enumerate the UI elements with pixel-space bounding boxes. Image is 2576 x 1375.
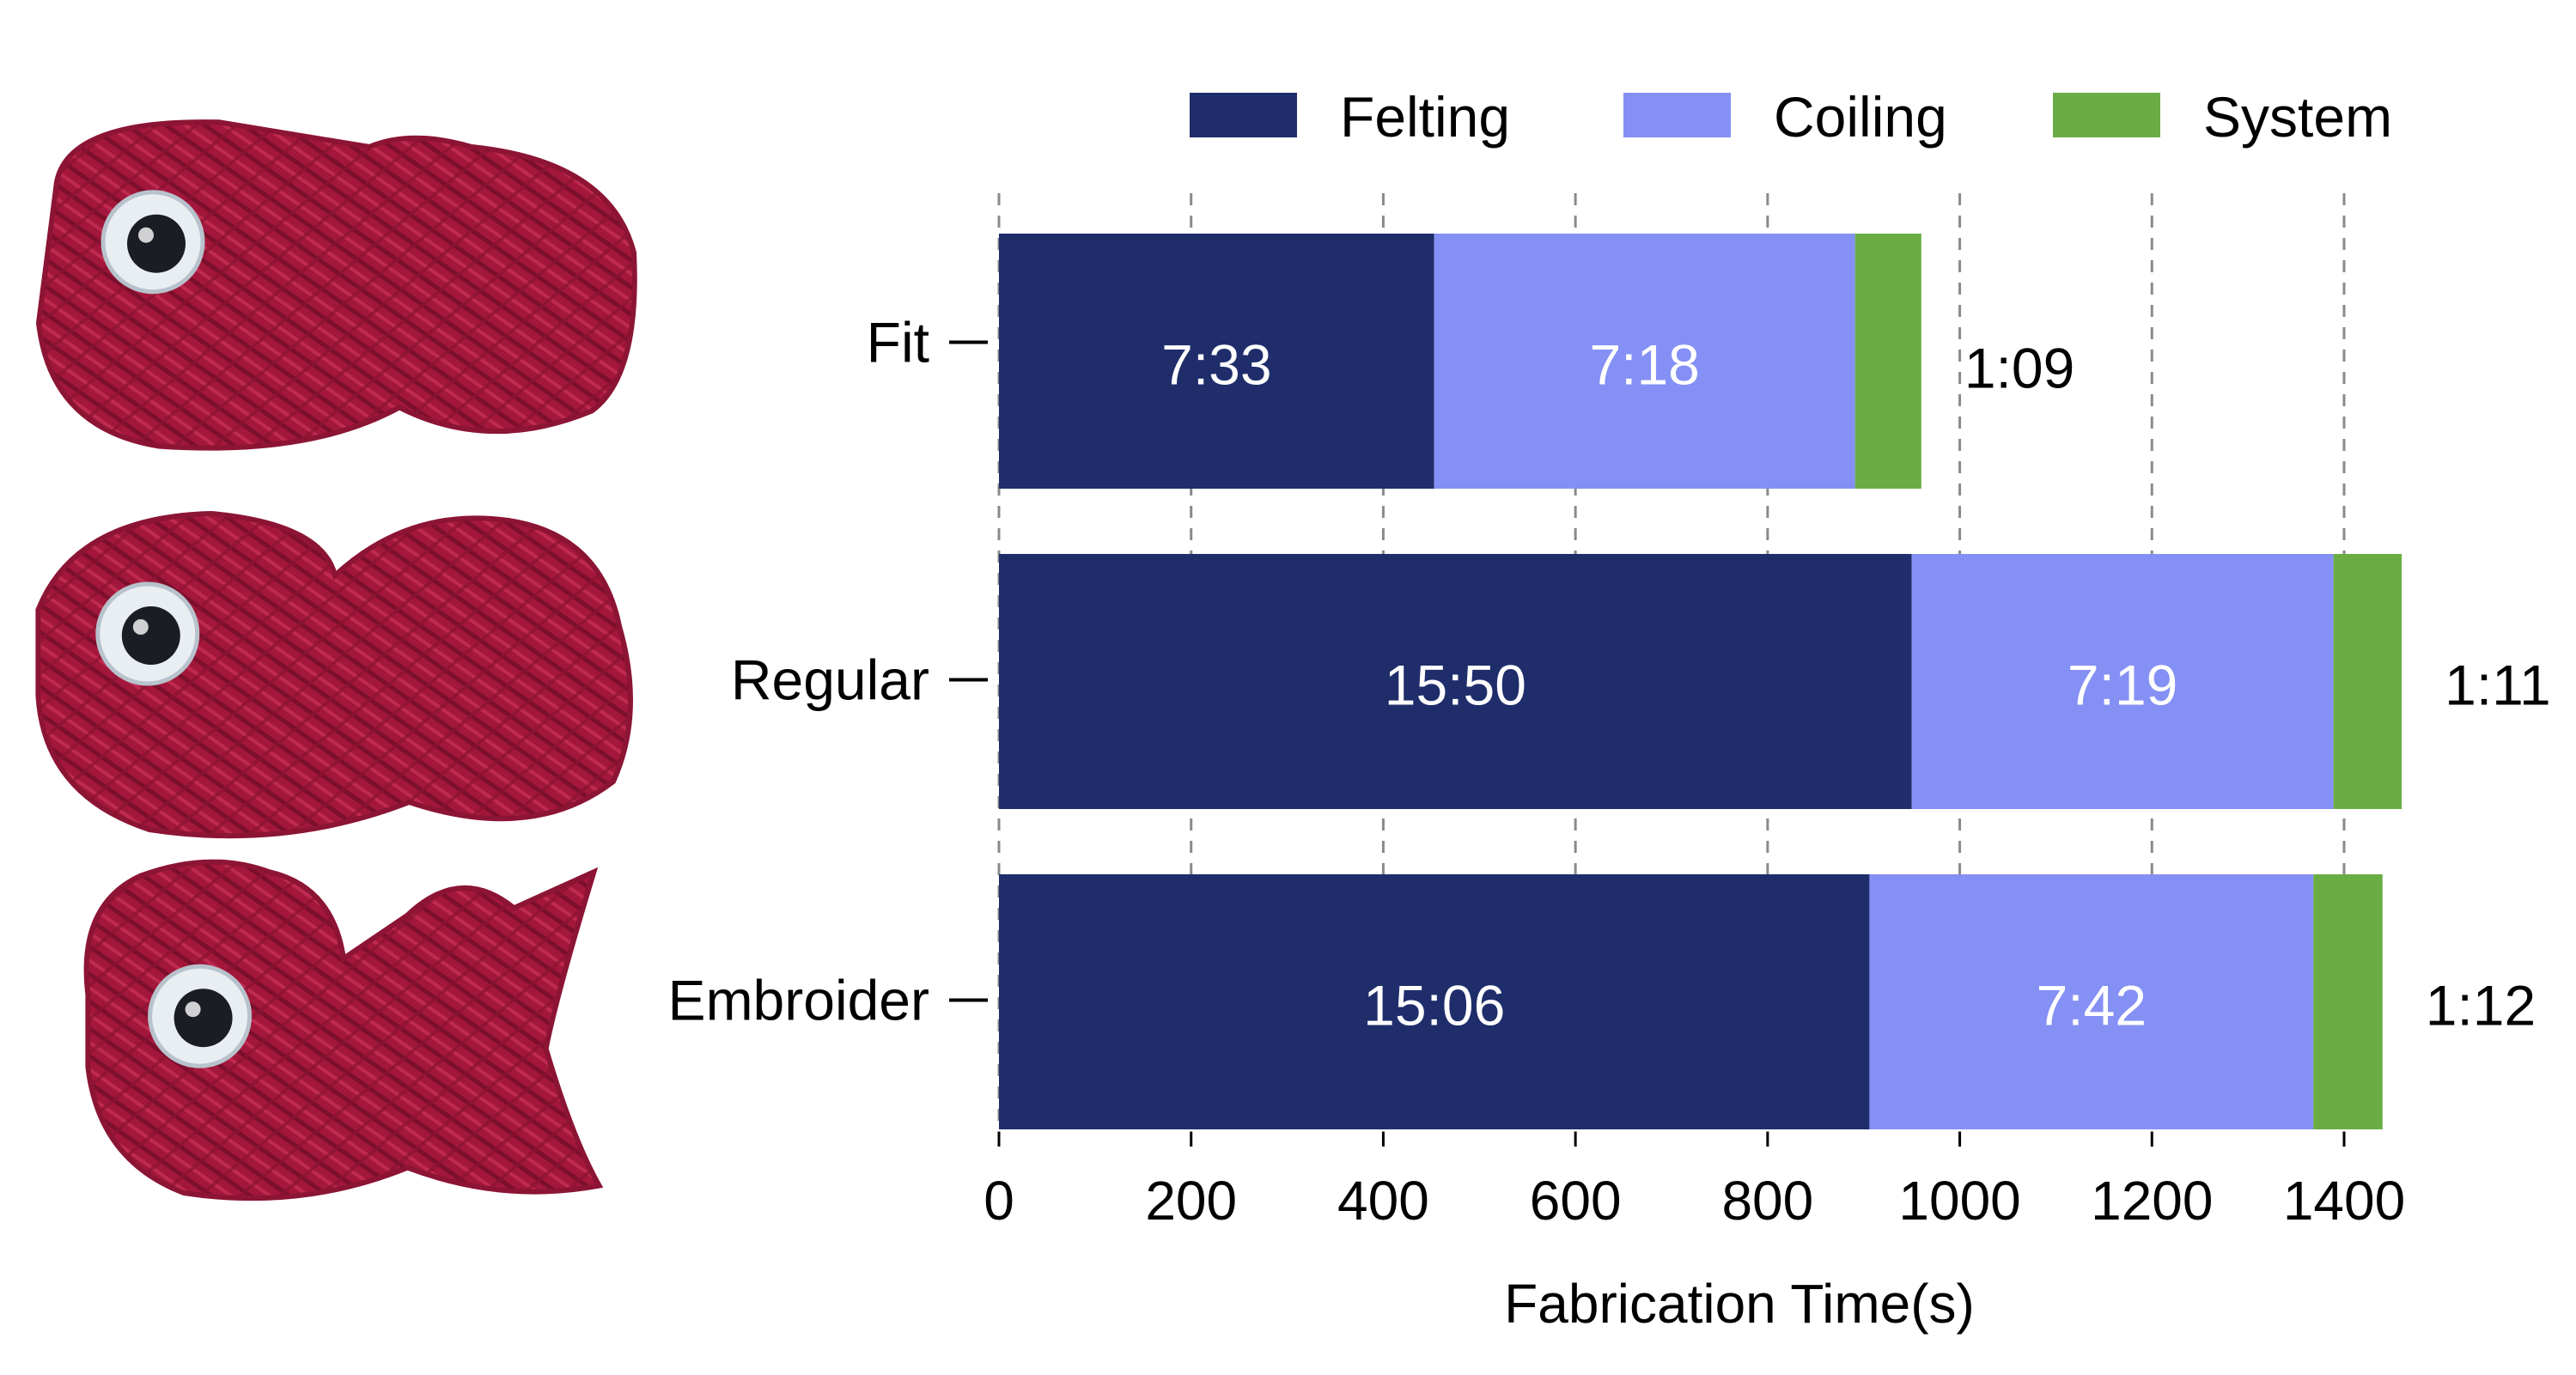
bars: 7:33 7:18 1:09 15:50 7:19 1:11 15:06 7:42 1:12 <box>999 234 2551 1129</box>
yarn-strands <box>86 861 600 1199</box>
data-label-regular-system: 1:11 <box>2445 654 2551 717</box>
x-tick-label-1400: 1400 <box>2283 1170 2405 1232</box>
eye-highlight-icon <box>138 227 154 243</box>
y-tick-label-fit: Fit <box>867 311 929 374</box>
data-label-regular-felting: 15:50 <box>1385 654 1526 717</box>
yarn-fish-photos <box>35 119 637 1202</box>
legend: Felting Coiling System <box>1190 85 2392 149</box>
bar-embroider-felting <box>999 874 1870 1129</box>
bar-regular-system <box>2333 554 2402 809</box>
yarn-fish-embroider <box>83 859 604 1202</box>
data-label-embroider-system: 1:12 <box>2426 974 2536 1037</box>
yarn-strands <box>38 514 630 837</box>
data-label-regular-coiling: 7:19 <box>2067 654 2177 717</box>
y-tick-label-embroider: Embroider <box>668 969 929 1032</box>
eye-pupil-icon <box>174 989 233 1048</box>
stacked-bar-chart: 7:33 7:18 1:09 15:50 7:19 1:11 15:06 7:42 1:12 0… <box>668 85 2551 1335</box>
x-tick-label-0: 0 <box>984 1170 1014 1232</box>
bar-regular-felting <box>999 554 1912 809</box>
bar-fit-felting <box>999 234 1434 489</box>
legend-label-coiling: Coiling <box>1774 85 1947 149</box>
eye-pupil-icon <box>121 606 180 665</box>
data-label-embroider-coiling: 7:42 <box>2037 974 2147 1037</box>
x-tick-label-800: 800 <box>1721 1170 1813 1232</box>
bar-embroider-system <box>2313 874 2383 1129</box>
x-axis-label: Fabrication Time(s) <box>1504 1273 1975 1335</box>
yarn-fish-regular <box>35 510 633 839</box>
eye-highlight-icon <box>185 1001 201 1018</box>
yarn-fish-fit <box>35 119 637 451</box>
data-label-embroider-felting: 15:06 <box>1363 974 1505 1037</box>
x-tick-label-400: 400 <box>1337 1170 1429 1232</box>
bar-fit-system <box>1854 234 1921 489</box>
legend-swatch-felting <box>1190 93 1297 137</box>
x-tick-label-1000: 1000 <box>1898 1170 2020 1232</box>
bar-embroider-coiling <box>1869 874 2314 1129</box>
data-label-fit-system: 1:09 <box>1964 337 2074 400</box>
x-tick-label-600: 600 <box>1530 1170 1622 1232</box>
legend-swatch-coiling <box>1623 93 1731 137</box>
y-tick-label-regular: Regular <box>731 648 929 712</box>
eye-highlight-icon <box>132 619 149 635</box>
bar-fit-coiling <box>1434 234 1855 489</box>
data-label-fit-coiling: 7:18 <box>1589 333 1699 397</box>
eye-pupil-icon <box>127 214 186 273</box>
legend-label-system: System <box>2203 85 2392 149</box>
legend-swatch-system <box>2053 93 2160 137</box>
data-label-fit-felting: 7:33 <box>1161 333 1271 397</box>
x-tick-label-200: 200 <box>1145 1170 1237 1232</box>
legend-label-felting: Felting <box>1340 85 1510 149</box>
axes: 0 200 400 600 800 1000 1200 1400 Fit Regular Embro… <box>668 311 2406 1232</box>
bar-regular-coiling <box>1911 554 2334 809</box>
x-tick-label-1200: 1200 <box>2091 1170 2213 1232</box>
